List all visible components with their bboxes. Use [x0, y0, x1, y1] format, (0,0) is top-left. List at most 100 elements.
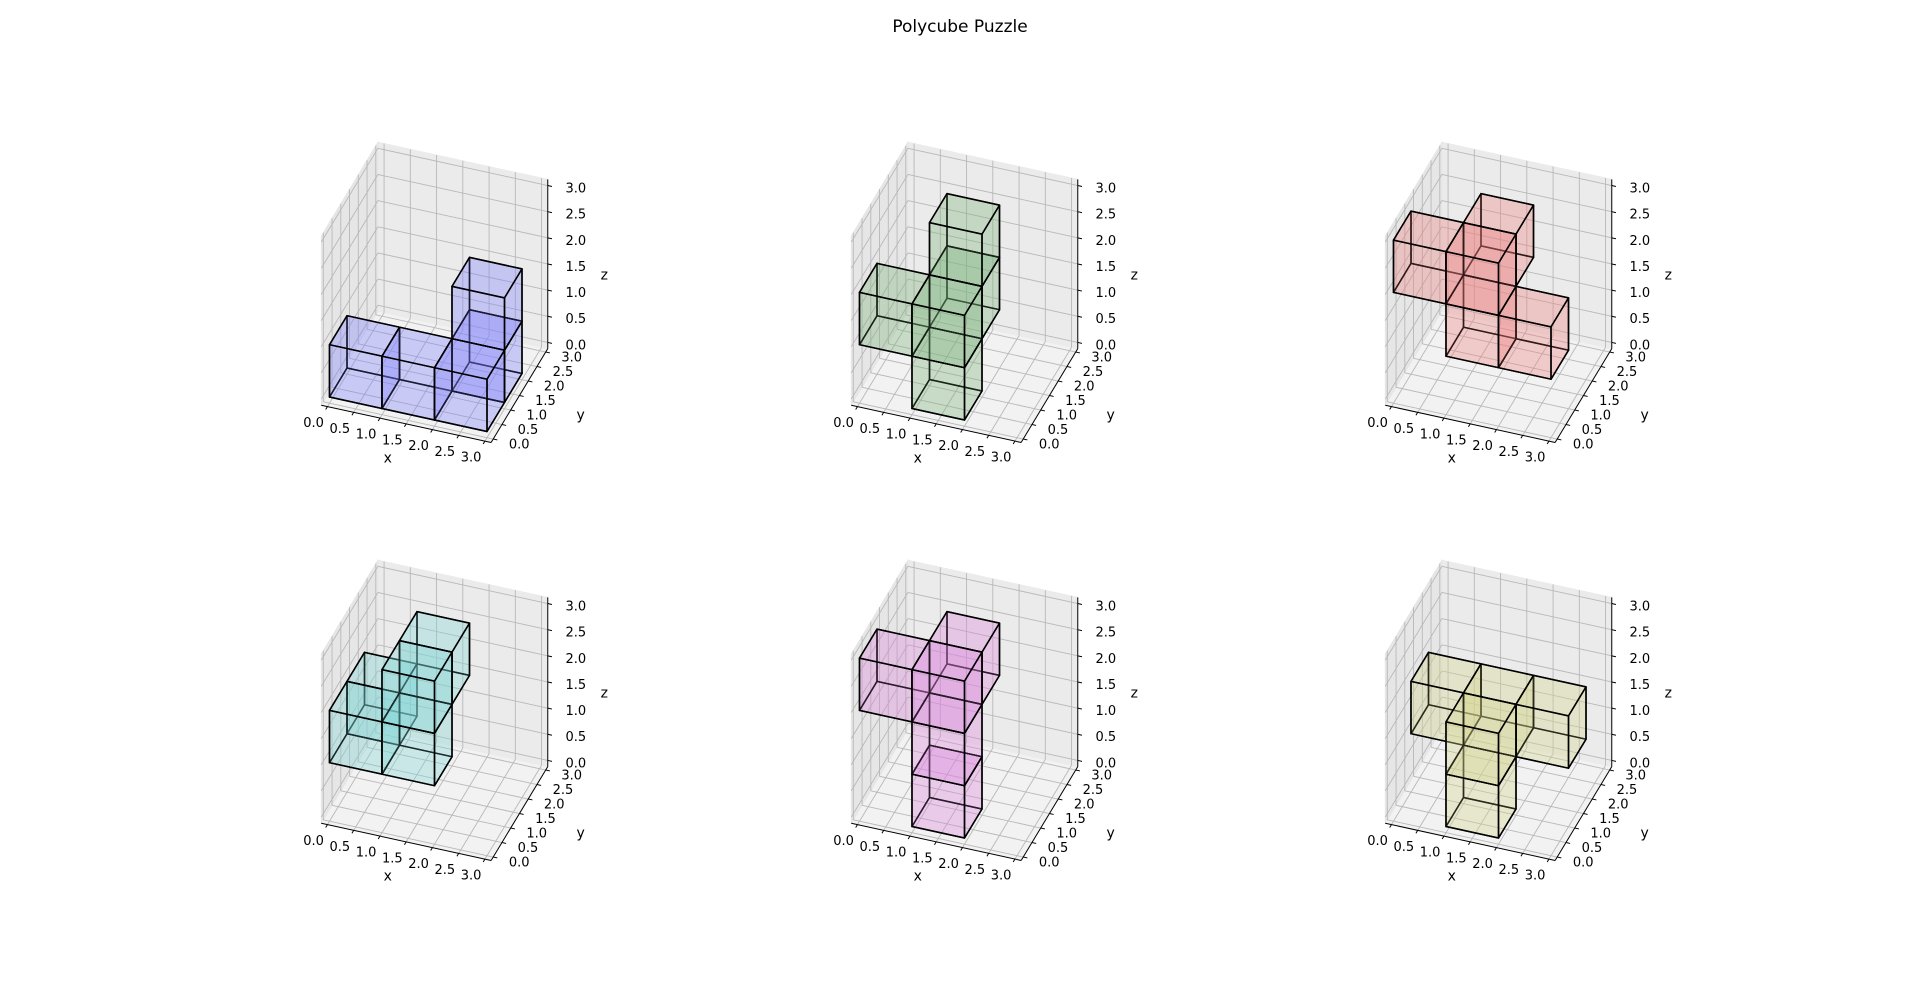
grid-line-y	[1439, 732, 1610, 771]
z-tick	[547, 185, 553, 187]
panel-6: 0.00.00.00.5 0.50.51.01.01.01.51.51.52.02…	[1367, 558, 1672, 884]
x-tick	[934, 423, 937, 428]
x-axis-line	[1385, 404, 1556, 443]
y-tick	[545, 769, 551, 772]
z-tick-label: 0.5	[1630, 730, 1651, 745]
x-tick-label: 1.5	[382, 433, 403, 448]
grid-line-z	[377, 226, 548, 265]
voxel-cubes	[1410, 651, 1587, 839]
z-tick	[547, 629, 553, 632]
x-tick-label: 2.5	[1498, 863, 1519, 878]
grid-line-x	[1548, 347, 1606, 442]
grid-line-y	[1439, 314, 1610, 353]
z-tick	[1077, 707, 1083, 710]
x-tick	[960, 847, 963, 851]
y-tick-label: 3.0	[561, 350, 582, 365]
y-tick-label: 3.0	[1091, 768, 1112, 783]
y-tick	[1592, 380, 1597, 383]
z-tick	[547, 759, 553, 762]
grid-line-z	[1441, 592, 1612, 631]
axis-labels: x y z	[1448, 268, 1672, 467]
y-tick	[1557, 438, 1562, 441]
x-tick	[1012, 858, 1016, 863]
y-tick	[1583, 813, 1588, 815]
grid-line-x	[1522, 759, 1580, 854]
voxel-cubes	[328, 256, 523, 433]
y-tick-label: 3.0	[561, 768, 582, 783]
z-tick-label: 2.0	[566, 234, 587, 249]
x-tick	[482, 440, 486, 445]
z-tick-label: 1.0	[566, 286, 587, 301]
y-tick-label: 2.0	[1608, 797, 1629, 812]
gridlines	[1384, 143, 1612, 442]
grid-line-z	[907, 644, 1078, 683]
cube-face	[433, 337, 506, 380]
grid-line-z	[1441, 174, 1612, 213]
grid-line-z	[850, 148, 909, 243]
y-axis-label: y	[576, 826, 584, 842]
x-tick	[430, 847, 433, 851]
voxel-cubes	[328, 610, 471, 787]
x-tick	[404, 423, 407, 428]
z-tick	[547, 603, 553, 605]
x-tick	[907, 835, 911, 840]
grid-line-z	[320, 148, 379, 243]
grid-line-y	[358, 343, 529, 382]
tick-marks	[855, 185, 1083, 445]
y-axis-label: y	[1106, 826, 1114, 842]
grid-line-z	[850, 644, 909, 739]
z-tick-label: 1.5	[1096, 678, 1117, 693]
z-tick	[1077, 263, 1083, 266]
y-tick	[1023, 438, 1028, 441]
y-tick	[1058, 380, 1063, 383]
y-tick	[1574, 827, 1580, 830]
y-axis-label: y	[1640, 408, 1648, 424]
z-axis-label: z	[1131, 268, 1138, 284]
voxel-cube	[381, 639, 453, 735]
x-tick-label: 3.0	[991, 869, 1012, 884]
grid-line-z	[320, 592, 379, 687]
x-tick-label: 0.5	[1393, 422, 1414, 437]
grid-line-z	[850, 226, 909, 321]
z-tick-label: 2.5	[1096, 208, 1117, 223]
x-tick-label: 2.0	[1472, 439, 1493, 454]
panel-1: 0.00.00.00.5 0.50.51.01.01.01.51.51.52.02…	[303, 140, 608, 466]
grid-line-z	[377, 200, 548, 239]
x-axis-line	[851, 404, 1022, 443]
x-tick	[351, 412, 355, 416]
voxel-cube	[1515, 674, 1587, 769]
voxel-cube	[928, 192, 1001, 288]
grid-line-z	[907, 226, 1078, 265]
y-tick-label: 2.0	[1074, 797, 1095, 812]
x-tick-label: 0.5	[329, 422, 350, 437]
z-tick	[547, 289, 553, 292]
z-tick-label: 2.0	[1096, 234, 1117, 249]
gridlines	[850, 561, 1078, 860]
x-tick	[1012, 440, 1016, 445]
x-tick-label: 2.5	[964, 445, 985, 460]
y-tick-label: 1.5	[1599, 394, 1620, 409]
y-tick	[501, 424, 507, 426]
x-tick	[351, 830, 355, 834]
x-tick	[1389, 824, 1392, 828]
grid-line-z	[850, 174, 909, 269]
x-tick-label: 2.0	[938, 857, 959, 872]
z-tick	[1611, 185, 1617, 187]
grid-line-x	[988, 759, 1046, 854]
z-tick-label: 3.0	[566, 600, 587, 615]
x-tick-label: 2.0	[408, 439, 429, 454]
grid-line-x	[458, 759, 516, 854]
x-tick	[1546, 858, 1550, 863]
z-tick-label: 0.5	[566, 730, 587, 745]
z-tick-label: 3.0	[1630, 182, 1651, 197]
grid-line-x	[1014, 765, 1072, 860]
panel-2: 0.00.00.00.5 0.50.51.01.01.01.51.51.52.02…	[833, 140, 1138, 466]
y-tick-label: 3.0	[1091, 350, 1112, 365]
y-axis-label: y	[1106, 408, 1114, 424]
z-tick-label: 1.0	[566, 704, 587, 719]
grid-line-x	[484, 347, 542, 442]
grid-line-z	[1384, 618, 1443, 713]
z-tick	[1611, 263, 1617, 266]
y-tick-label: 2.5	[553, 365, 574, 380]
y-tick-label: 2.5	[1083, 365, 1104, 380]
